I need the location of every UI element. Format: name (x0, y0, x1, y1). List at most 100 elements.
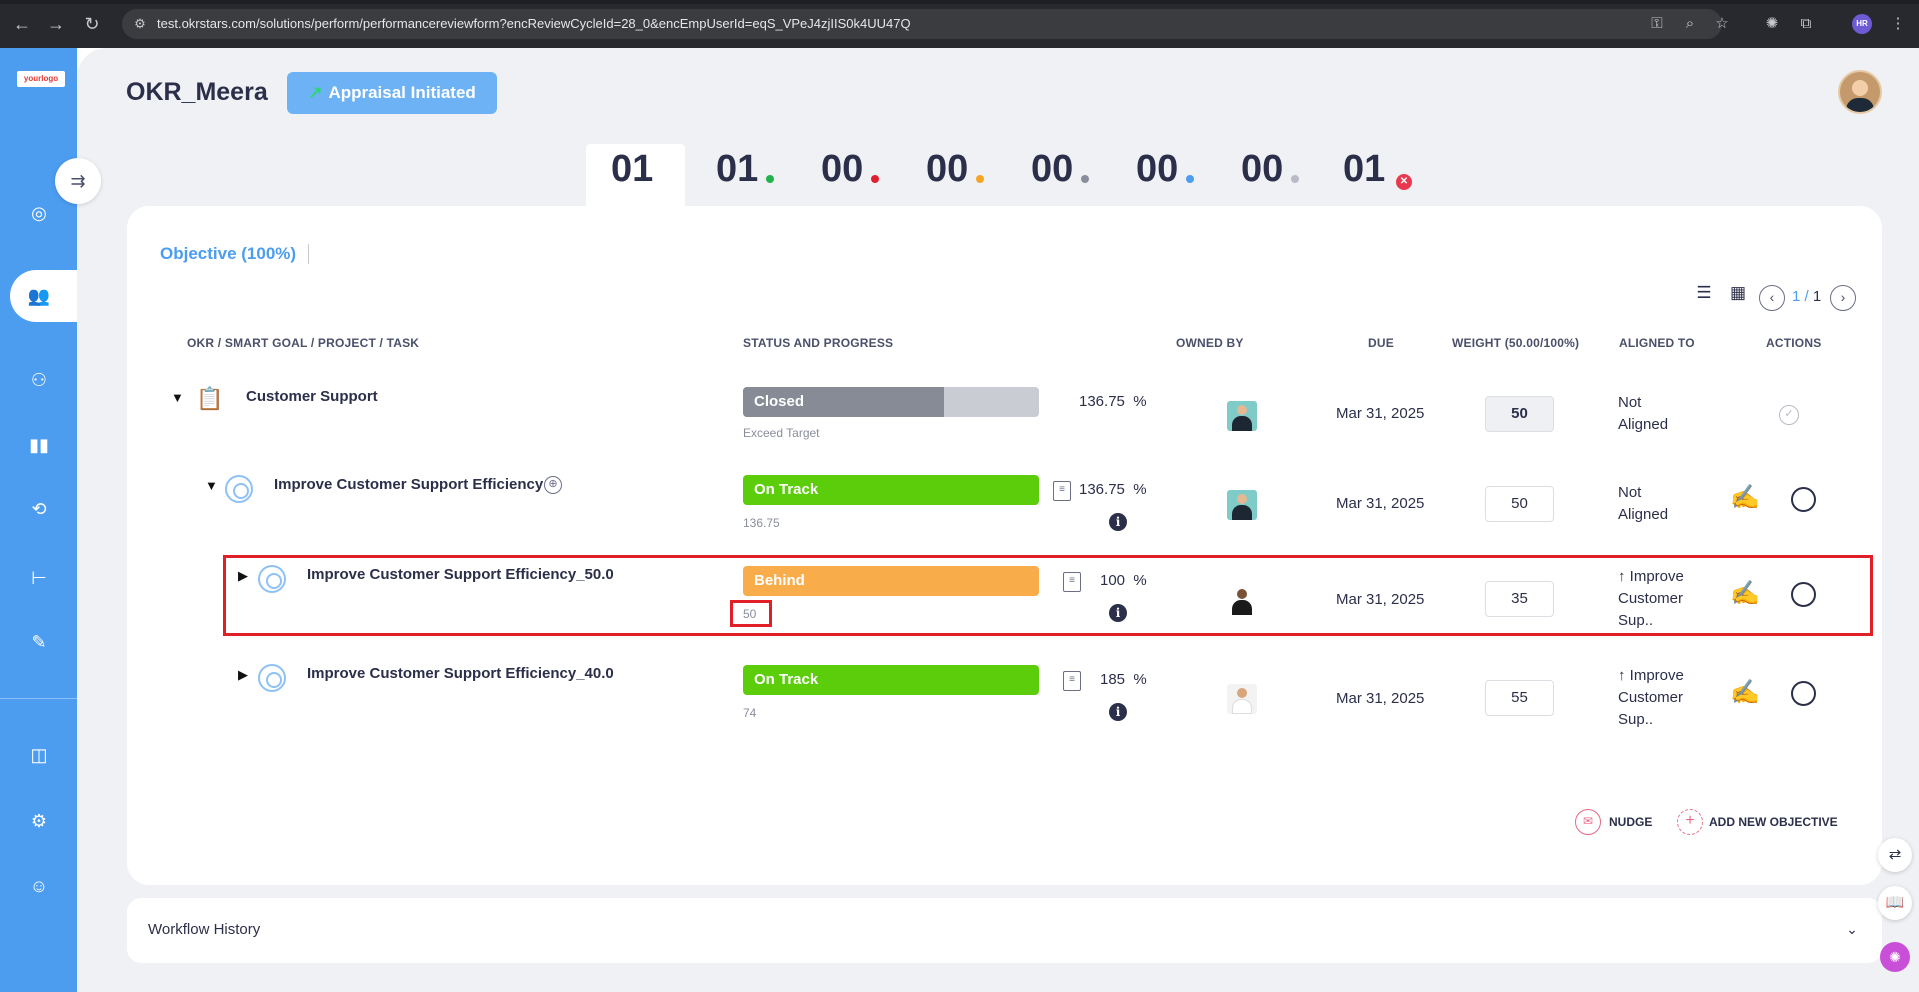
target-goals-icon[interactable]: ◎ (31, 203, 47, 223)
counter-tab-active[interactable] (586, 144, 685, 206)
select-radio[interactable] (1791, 681, 1816, 706)
extensions-puzzle-icon[interactable]: ⧉ (1800, 15, 1812, 32)
progress-percent: 136.75 % (1079, 393, 1147, 410)
owner-avatar[interactable] (1227, 490, 1257, 520)
site-info-icon[interactable]: ⚙ (134, 16, 146, 31)
workflow-history-panel[interactable] (127, 898, 1882, 963)
aligned-to[interactable]: ↑ Improve Customer Sup.. (1618, 667, 1684, 728)
support-agent-icon[interactable]: ☺ (29, 876, 49, 896)
col-header-owned-by: OWNED BY (1176, 336, 1244, 350)
collapse-caret-icon[interactable]: ▼ (171, 390, 184, 405)
people-icon[interactable]: ⚇ (30, 370, 48, 390)
status-label: On Track (754, 671, 819, 688)
note-edit-icon[interactable]: ≡ (1063, 671, 1081, 691)
back-arrow-icon[interactable]: ← (13, 14, 31, 34)
counter-closed[interactable]: 00 (1031, 148, 1074, 190)
row-title[interactable]: Improve Customer Support Efficiency (274, 476, 544, 493)
col-header-due: DUE (1368, 336, 1394, 350)
bookmark-star-icon[interactable]: ☆ (1715, 15, 1729, 32)
counter-total[interactable]: 01 (611, 148, 654, 190)
counter-cancelled[interactable]: 01 (1343, 148, 1386, 190)
tab-divider (308, 244, 309, 264)
owner-avatar[interactable] (1227, 401, 1257, 431)
note-edit-icon[interactable]: ≡ (1063, 572, 1081, 592)
chevron-down-icon[interactable]: ⌄ (1846, 921, 1858, 937)
nudge-button[interactable]: NUDGE (1609, 815, 1653, 829)
team-icon[interactable]: 👥 (27, 286, 51, 306)
ai-brain-icon[interactable]: ✺ (1880, 942, 1910, 972)
target-goal-icon (258, 565, 286, 593)
open-book-icon[interactable]: 📖 (1878, 886, 1912, 920)
weight-input[interactable]: 35 (1485, 581, 1554, 617)
zoom-icon[interactable]: ⌕ (1685, 15, 1695, 32)
note-edit-icon[interactable]: ≡ (1053, 481, 1071, 501)
weight-input[interactable]: 55 (1485, 680, 1554, 716)
due-date: Mar 31, 2025 (1336, 495, 1425, 512)
select-radio[interactable] (1791, 582, 1816, 607)
review-360-icon[interactable]: ⟲ (31, 499, 47, 519)
info-icon[interactable]: i (1109, 513, 1127, 531)
expand-caret-icon[interactable]: ▶ (238, 667, 248, 682)
weight-input[interactable]: 50 (1485, 396, 1554, 432)
gear-icon[interactable]: ⚙ (30, 811, 48, 831)
hierarchy-icon[interactable]: ⊢ (31, 568, 47, 588)
status-progress-bar[interactable]: Closed (743, 387, 1039, 417)
target-goal-icon (225, 475, 253, 503)
add-circle-icon[interactable]: + (1677, 809, 1703, 835)
password-key-icon[interactable]: ⚿ (1651, 15, 1663, 32)
aligned-to[interactable]: ↑ Improve Customer Sup.. (1618, 568, 1684, 629)
owner-avatar[interactable] (1227, 684, 1257, 714)
expand-caret-icon[interactable]: ▶ (238, 568, 248, 583)
counter-at-risk[interactable]: 00 (821, 148, 864, 190)
info-icon[interactable]: i (1109, 703, 1127, 721)
grid-view-icon[interactable]: ▦ (1729, 283, 1747, 302)
appraisal-status-button[interactable]: ↗ Appraisal Initiated (287, 72, 497, 114)
owner-avatar[interactable] (1227, 585, 1257, 615)
user-avatar[interactable] (1838, 70, 1882, 114)
book-icon[interactable]: ▮▮ (29, 435, 49, 455)
extension-brain-icon[interactable]: ✺ (1765, 15, 1779, 32)
row-title[interactable]: Customer Support (246, 388, 378, 405)
status-progress-bar[interactable]: On Track (743, 475, 1039, 505)
vr-headset-icon[interactable]: ◫ (30, 745, 48, 765)
row-title[interactable]: Improve Customer Support Efficiency_40.0 (307, 665, 614, 682)
prev-page-button[interactable]: ‹ (1759, 285, 1785, 311)
select-radio[interactable] (1791, 487, 1816, 512)
add-objective-button[interactable]: ADD NEW OBJECTIVE (1709, 815, 1838, 829)
address-bar[interactable] (122, 9, 1722, 39)
signature-icon[interactable]: ✍ (1730, 484, 1760, 511)
counter-on-track[interactable]: 01 (716, 148, 759, 190)
row-title[interactable]: Improve Customer Support Efficiency_50.0 (307, 566, 614, 583)
address-bar-url[interactable]: test.okrstars.com/solutions/perform/perf… (157, 16, 911, 31)
report-edit-icon[interactable]: ✎ (31, 632, 47, 652)
globe-icon[interactable]: ⊕ (544, 476, 562, 494)
page-title: OKR_Meera (126, 78, 268, 106)
status-progress-bar[interactable]: On Track (743, 665, 1039, 695)
col-header-actions: ACTIONS (1766, 336, 1822, 350)
status-label: Closed (754, 393, 805, 410)
mail-icon[interactable]: ✉ (1575, 809, 1601, 835)
profile-avatar[interactable]: HR (1852, 14, 1872, 34)
collapse-caret-icon[interactable]: ▼ (205, 478, 218, 493)
list-view-icon[interactable]: ☰ (1696, 283, 1712, 302)
workflow-history-label[interactable]: Workflow History (148, 921, 261, 938)
next-page-button[interactable]: › (1830, 285, 1856, 311)
weight-input[interactable]: 50 (1485, 486, 1554, 522)
signature-icon[interactable]: ✍ (1730, 679, 1760, 706)
sidebar-item-team-active[interactable] (10, 270, 77, 322)
counter-not-started[interactable]: 00 (1136, 148, 1179, 190)
check-circle-icon[interactable]: ✓ (1779, 405, 1799, 425)
browser-menu-icon[interactable]: ⋮ (1890, 15, 1906, 32)
translate-icon[interactable]: ⇄ (1878, 838, 1912, 872)
collapse-sidebar-button[interactable]: ⇉ (55, 158, 101, 204)
counter-postponed[interactable]: 00 (1241, 148, 1284, 190)
signature-icon[interactable]: ✍ (1730, 580, 1760, 607)
info-icon[interactable]: i (1109, 604, 1127, 622)
tab-objective[interactable]: Objective (100%) (160, 244, 297, 263)
counter-behind[interactable]: 00 (926, 148, 969, 190)
status-progress-bar[interactable]: Behind (743, 566, 1039, 596)
reload-icon[interactable]: ↻ (84, 14, 100, 34)
forward-arrow-icon[interactable]: → (47, 14, 65, 34)
col-header-weight: WEIGHT (50.00/100%) (1452, 336, 1580, 350)
pagination-indicator: 1 / 1 (1792, 288, 1822, 305)
